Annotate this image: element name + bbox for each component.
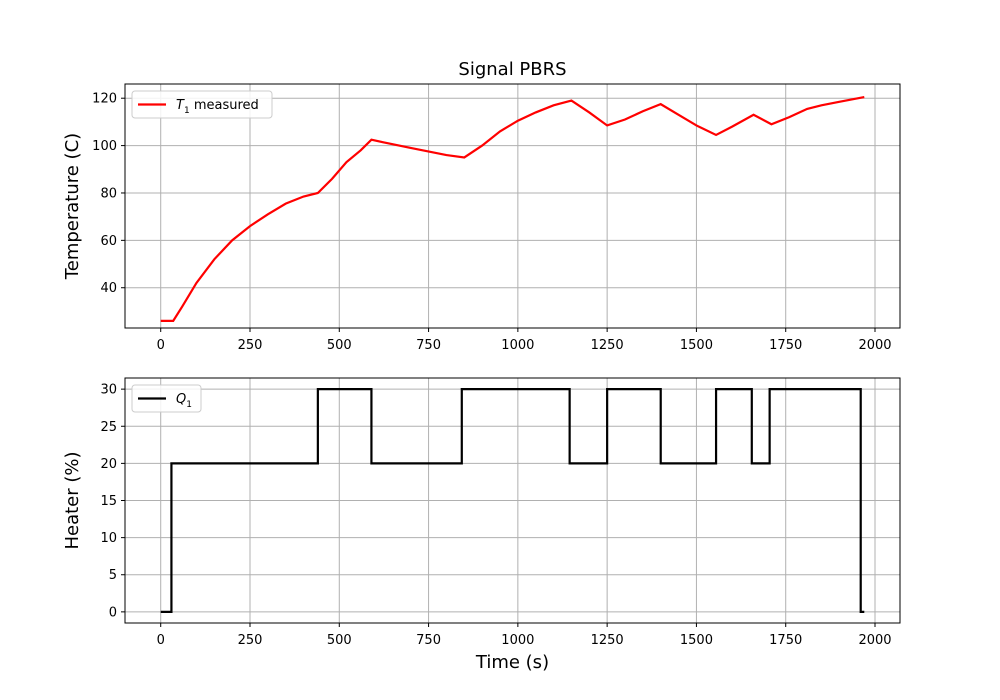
- y-tick-label: 100: [92, 139, 117, 154]
- x-tick-label: 500: [327, 338, 352, 353]
- y-tick-label: 0: [109, 605, 117, 620]
- x-tick-label: 2000: [858, 633, 891, 648]
- legend: T1 measured: [131, 90, 273, 119]
- y-axis-label: Heater (%): [62, 451, 83, 549]
- x-tick-label: 250: [238, 633, 263, 648]
- legend-label: T1 measured: [176, 98, 259, 116]
- x-tick-label: 2000: [858, 338, 891, 353]
- x-tick-label: 1750: [769, 633, 802, 648]
- x-tick-label: 250: [238, 338, 263, 353]
- y-tick-label: 15: [100, 494, 117, 509]
- x-tick-label: 750: [416, 338, 441, 353]
- x-tick-label: 0: [157, 338, 165, 353]
- y-tick-label: 30: [100, 383, 117, 398]
- x-axis-label: Time (s): [475, 652, 549, 673]
- y-tick-label: 20: [100, 457, 117, 472]
- x-tick-label: 500: [327, 633, 352, 648]
- legend-box: [131, 384, 202, 413]
- x-tick-label: 1750: [769, 338, 802, 353]
- x-tick-label: 0: [157, 633, 165, 648]
- x-tick-label: 1500: [680, 633, 713, 648]
- y-axis-label: Temperature (C): [62, 133, 83, 280]
- y-tick-label: 5: [109, 568, 117, 583]
- y-tick-label: 120: [92, 92, 117, 107]
- y-tick-label: 80: [100, 186, 117, 201]
- x-tick-label: 750: [416, 633, 441, 648]
- x-tick-label: 1000: [501, 633, 534, 648]
- x-tick-label: 1250: [591, 633, 624, 648]
- chart-title: Signal PBRS: [458, 59, 566, 80]
- plot-frame: [124, 83, 901, 329]
- y-tick-label: 10: [100, 531, 117, 546]
- x-tick-label: 1250: [591, 338, 624, 353]
- series-line: [160, 388, 865, 613]
- heater-panel: 0 250 500 750 1000 1250 1500 1750 2000 0 5 10 15 20 25…: [62, 377, 901, 673]
- y-tick-label: 40: [100, 281, 117, 296]
- y-tick-label: 25: [100, 420, 117, 435]
- x-tick-label: 1500: [680, 338, 713, 353]
- legend-label: Q1: [176, 392, 192, 410]
- legend-box: [131, 90, 273, 119]
- legend: Q1: [131, 384, 202, 413]
- temperature-panel: 0 250 500 750 1000 1250 1500 1750 2000 40 60 80 100 1…: [62, 59, 901, 353]
- x-tick-label: 1000: [501, 338, 534, 353]
- series-line: [160, 95, 865, 322]
- y-tick-label: 60: [100, 234, 117, 249]
